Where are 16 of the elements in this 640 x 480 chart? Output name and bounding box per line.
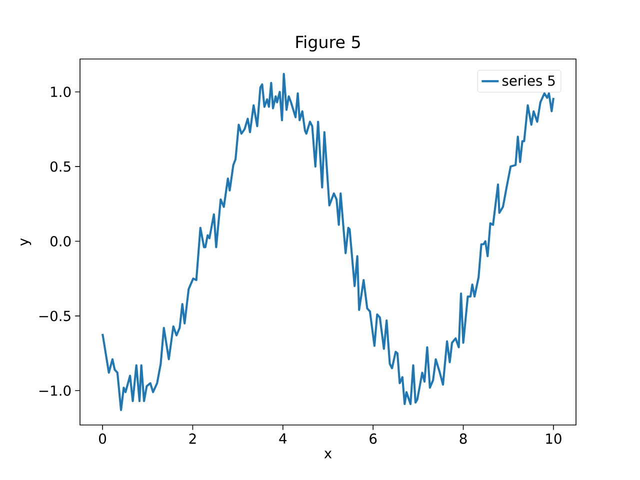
x-tick-label: 8 — [460, 433, 467, 444]
x-tick-label: 0 — [99, 433, 106, 444]
y-tick-label: 0.5 — [50, 161, 70, 172]
legend-label: series 5 — [502, 75, 555, 86]
y-tick-label: 0.0 — [50, 236, 71, 246]
y-axis-title: y — [20, 238, 32, 246]
x-tick-label: 6 — [370, 433, 377, 444]
line-series — [102, 72, 554, 412]
x-axis-title: x — [324, 450, 332, 458]
chart-title: Figure 5 — [296, 35, 360, 52]
x-tick-label: 4 — [279, 433, 287, 444]
x-tick-label: 2 — [189, 433, 196, 444]
y-tick-label: 1.0 — [51, 86, 71, 98]
x-tick-label: 10 — [546, 433, 562, 444]
y-tick-label: −1.0 — [39, 385, 71, 396]
y-tick-label: −0.5 — [39, 310, 70, 322]
